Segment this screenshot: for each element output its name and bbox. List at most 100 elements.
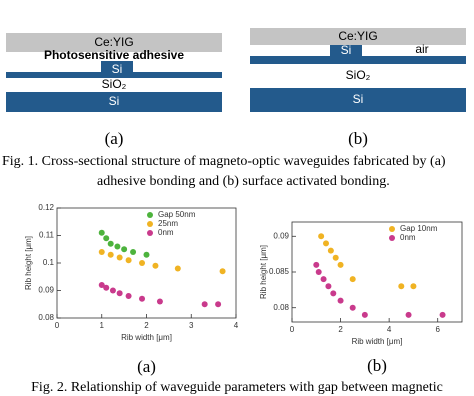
y-tick-label: 0.08 — [38, 313, 54, 322]
legend-marker — [389, 235, 395, 241]
x-tick-label: 1 — [100, 321, 105, 330]
x-tick-label: 3 — [189, 321, 194, 330]
point — [320, 276, 327, 283]
point — [121, 246, 128, 253]
point — [130, 249, 137, 255]
x-tick-label: 4 — [387, 325, 392, 334]
si-rib — [101, 61, 133, 78]
point — [398, 283, 405, 290]
y-tick-label: 0.1 — [43, 258, 55, 267]
y-axis-label: Rib height [μm] — [24, 236, 33, 290]
layer-label: Si — [353, 92, 364, 106]
point — [337, 261, 344, 268]
caption: Fig. 1. Cross-sectional structure of mag… — [2, 154, 446, 169]
si-substrate — [6, 92, 222, 112]
point — [109, 287, 116, 294]
layer-label: air — [415, 42, 428, 56]
x-tick-label: 0 — [55, 321, 60, 330]
point — [139, 295, 146, 302]
panel-label: (b) — [348, 129, 368, 148]
legend-label: 0nm — [400, 233, 416, 242]
point — [98, 229, 105, 236]
x-tick-label: 0 — [290, 325, 295, 334]
legend-marker — [147, 221, 153, 227]
legend-label: Gap 10nm — [400, 224, 438, 233]
point — [156, 298, 163, 305]
y-tick-label: 0.085 — [269, 267, 290, 276]
point — [405, 311, 412, 318]
panel-label: (b) — [367, 356, 387, 375]
layer-label: Si — [341, 43, 352, 57]
caption: adhesive bonding and (b) surface activat… — [97, 174, 390, 189]
legend-marker — [147, 212, 153, 218]
point — [325, 283, 332, 290]
layer-label: SiO₂ — [346, 68, 371, 82]
x-tick-label: 2 — [338, 325, 343, 334]
point — [98, 249, 105, 255]
panel-label: (a) — [137, 357, 156, 376]
x-tick-label: 4 — [234, 321, 239, 330]
point — [361, 311, 368, 318]
point — [107, 240, 114, 247]
point — [143, 251, 150, 258]
point — [349, 304, 356, 311]
point — [439, 311, 446, 318]
legend-marker — [389, 226, 395, 232]
layer-label: Ce:YIG — [338, 29, 377, 43]
layer-label: SiO₂ — [102, 77, 127, 91]
y-tick-label: 0.11 — [39, 231, 55, 240]
point — [327, 247, 334, 254]
diagram-b: Ce:YIG air Si SiO₂ Si (b) — [250, 28, 466, 148]
ceyig-layer — [6, 33, 222, 52]
legend-label: 25nm — [158, 219, 178, 228]
point — [332, 254, 339, 261]
x-axis-label: Rib width [μm] — [121, 333, 172, 342]
caption: Fig. 2. Relationship of waveguide parame… — [31, 380, 443, 395]
y-axis-label: Rib height [μm] — [259, 245, 268, 299]
si-substrate — [250, 88, 466, 112]
point — [103, 235, 110, 242]
point — [330, 290, 337, 297]
point — [410, 283, 417, 290]
x-tick-label: 2 — [144, 321, 149, 330]
point — [315, 269, 322, 275]
point — [174, 265, 181, 272]
point — [116, 254, 123, 261]
layer-label: Si — [112, 62, 123, 76]
layer-label: Ce:YIG — [94, 35, 133, 49]
point — [323, 240, 329, 247]
diagram-a: Ce:YIG Photosensitive adhesive Si SiO₂ S… — [6, 33, 222, 148]
layer-label: Photosensitive adhesive — [44, 48, 184, 62]
y-tick-label: 0.09 — [38, 286, 54, 295]
legend-marker — [147, 230, 153, 236]
point — [337, 297, 344, 304]
point — [152, 262, 159, 269]
legend-label: Gap 50nm — [158, 210, 196, 219]
point — [201, 301, 208, 308]
y-tick-label: 0.08 — [273, 303, 289, 312]
ceyig-layer — [250, 28, 466, 45]
point — [125, 257, 132, 264]
x-tick-label: 6 — [435, 325, 440, 334]
point — [219, 268, 226, 275]
panel-label: (a) — [105, 129, 124, 148]
plot-frame — [56, 207, 237, 319]
y-tick-label: 0.09 — [273, 231, 289, 240]
legend-label: 0nm — [158, 228, 174, 237]
point — [313, 261, 320, 268]
layer-label: Si — [109, 94, 120, 108]
point — [116, 290, 123, 297]
point — [139, 260, 146, 266]
charts: 0.08 0.09 0.1 0.11 0.12 0 1 2 3 4 Rib width [μm] Ri… — [24, 203, 463, 376]
point — [215, 301, 222, 308]
point — [114, 243, 121, 250]
point — [125, 293, 132, 299]
y-tick-label: 0.12 — [38, 203, 54, 212]
x-axis-label: Rib width [μm] — [352, 337, 403, 346]
point — [98, 282, 105, 288]
si-rib — [330, 45, 362, 64]
point — [349, 276, 356, 283]
point — [318, 233, 325, 240]
point — [107, 251, 114, 258]
